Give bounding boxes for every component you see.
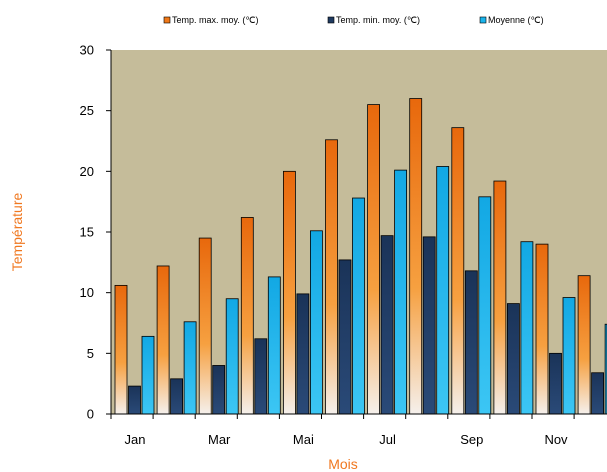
bar-min: [170, 378, 184, 415]
bar-min: [549, 352, 562, 415]
bar-avg: [267, 276, 281, 415]
bar-avg: [478, 196, 492, 415]
bar-max: [156, 265, 170, 415]
bar-min: [254, 338, 268, 415]
bar-max: [535, 243, 549, 415]
legend-label: Temp. max. moy. (℃): [172, 15, 258, 25]
bar-max: [493, 180, 507, 415]
bar-min: [380, 235, 394, 415]
y-tick-label: 10: [80, 285, 94, 300]
bar-max: [577, 275, 591, 415]
bar-avg: [520, 241, 534, 415]
bar-min: [296, 293, 310, 415]
legend-swatch: [163, 16, 171, 24]
bar-min: [591, 372, 604, 415]
bar-avg: [141, 335, 155, 415]
bar-max: [451, 127, 465, 415]
bar-max: [367, 104, 381, 415]
bar-avg: [183, 321, 197, 415]
bar-avg: [309, 230, 323, 415]
x-tick-label: Mai: [293, 432, 314, 447]
bar-avg: [352, 197, 365, 415]
y-tick-label: 30: [80, 43, 94, 58]
y-axis-title: Température: [9, 192, 25, 271]
x-tick-label: Sep: [460, 432, 483, 447]
legend-label: Temp. min. moy. (℃): [336, 15, 420, 25]
bar-min: [422, 236, 436, 415]
bar-min: [464, 270, 478, 415]
y-tick-label: 15: [80, 225, 94, 240]
legend-label: Moyenne (℃): [488, 15, 544, 25]
bar-avg: [394, 169, 408, 415]
y-tick-label: 5: [87, 346, 94, 361]
bar-max: [325, 139, 338, 415]
x-tick-label: Jan: [125, 432, 146, 447]
bar-max: [114, 284, 128, 415]
legend-swatch: [327, 16, 335, 24]
y-tick-label: 0: [87, 407, 94, 422]
bar-min: [506, 303, 520, 415]
bar-max: [409, 98, 423, 415]
bar-max: [282, 170, 296, 415]
x-tick-label: Mar: [208, 432, 231, 447]
bar-avg: [225, 298, 239, 415]
bar-max: [240, 217, 254, 415]
bar-min: [338, 259, 352, 415]
bar-avg: [562, 297, 576, 415]
bar-min: [128, 385, 141, 415]
y-tick-label: 20: [80, 164, 94, 179]
x-tick-label: Jul: [379, 432, 396, 447]
x-tick-label: Nov: [544, 432, 568, 447]
bar-max: [198, 237, 212, 415]
legend-swatch: [479, 16, 487, 24]
bar-avg: [436, 166, 450, 415]
y-tick-label: 25: [80, 103, 94, 118]
bar-min: [212, 365, 226, 415]
x-axis-title: Mois: [328, 456, 358, 472]
